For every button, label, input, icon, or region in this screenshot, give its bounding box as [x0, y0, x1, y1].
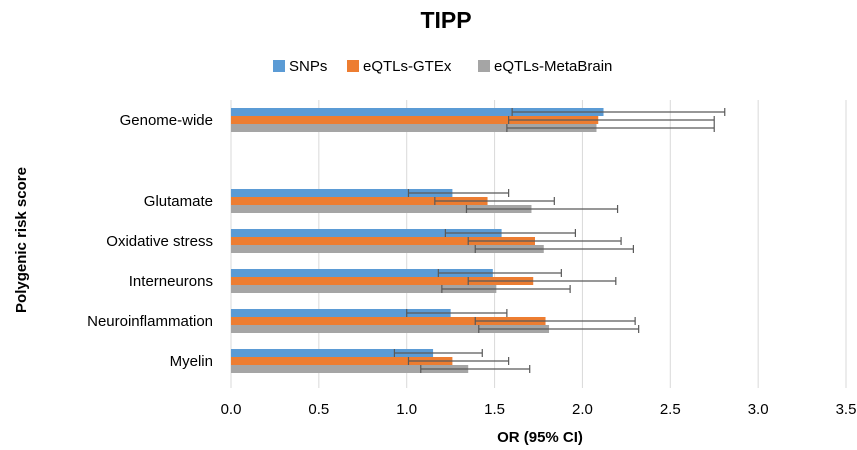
bar-eqtls-gtex-neuroinflammation	[231, 317, 546, 325]
error-bar-snps-genome-wide	[511, 108, 726, 116]
bar-eqtls-metabrain-interneurons	[231, 285, 497, 293]
bar-eqtls-metabrain-oxidative-stress	[231, 245, 544, 253]
bar-eqtls-gtex-interneurons	[231, 277, 534, 285]
x-tick-label: 2.5	[660, 401, 681, 418]
legend-label-snps: SNPs	[289, 58, 327, 75]
bar-eqtls-metabrain-glutamate	[231, 205, 532, 213]
bar-eqtls-metabrain-genome-wide	[231, 124, 597, 132]
error-bar-eqtls-metabrain-glutamate	[465, 205, 619, 213]
legend-swatch-snps	[273, 60, 285, 72]
bar-snps-oxidative-stress	[231, 229, 502, 237]
error-bar-eqtls-metabrain-myelin	[420, 365, 531, 373]
error-bar-snps-neuroinflammation	[406, 309, 508, 317]
x-tick-label: 0.0	[221, 401, 242, 418]
bar-eqtls-gtex-glutamate	[231, 197, 488, 205]
bar-eqtls-metabrain-neuroinflammation	[231, 325, 550, 333]
error-bar-snps-interneurons	[437, 269, 562, 277]
category-label-oxidative-stress: Oxidative stress	[106, 233, 213, 250]
error-bar-snps-glutamate	[407, 189, 510, 197]
error-bar-eqtls-gtex-oxidative-stress	[467, 237, 622, 245]
error-bar-snps-myelin	[393, 349, 483, 357]
category-label-genome-wide: Genome-wide	[120, 112, 213, 129]
x-tick-label: 1.0	[396, 401, 417, 418]
bar-eqtls-gtex-genome-wide	[231, 116, 599, 124]
error-bar-eqtls-gtex-neuroinflammation	[474, 317, 636, 325]
bar-snps-interneurons	[231, 269, 493, 277]
x-tick-labels: 0.0 0.5 1.0 1.5 2.0 2.5 3.0 3.5	[221, 401, 857, 418]
bars	[231, 108, 604, 373]
category-label-glutamate: Glutamate	[144, 193, 213, 210]
category-labels: Genome-wide Glutamate Oxidative stress Inte…	[87, 112, 213, 370]
legend-label-eqtls-metabrain: eQTLs-MetaBrain	[494, 58, 612, 75]
error-bar-eqtls-metabrain-interneurons	[441, 285, 571, 293]
legend-swatch-eqtls-gtex	[347, 60, 359, 72]
error-bar-eqtls-gtex-myelin	[407, 357, 510, 365]
error-bar-eqtls-gtex-interneurons	[467, 277, 617, 285]
x-tick-label: 1.5	[484, 401, 505, 418]
x-axis-title: OR (95% CI)	[497, 429, 583, 446]
y-axis-title: Polygenic risk score	[13, 167, 30, 313]
error-bar-eqtls-metabrain-oxidative-stress	[474, 245, 634, 253]
bar-snps-myelin	[231, 349, 434, 357]
bar-eqtls-metabrain-myelin	[231, 365, 469, 373]
error-bars	[393, 108, 726, 373]
x-tick-label: 2.0	[572, 401, 593, 418]
x-tick-label: 3.0	[748, 401, 769, 418]
bar-snps-neuroinflammation	[231, 309, 451, 317]
x-tick-label: 3.5	[836, 401, 857, 418]
error-bar-eqtls-gtex-genome-wide	[508, 116, 715, 124]
bar-snps-genome-wide	[231, 108, 604, 116]
legend-label-eqtls-gtex: eQTLs-GTEx	[363, 58, 452, 75]
error-bar-eqtls-metabrain-genome-wide	[506, 124, 715, 132]
category-label-neuroinflammation: Neuroinflammation	[87, 313, 213, 330]
chart-title: TIPP	[420, 7, 471, 33]
bar-snps-glutamate	[231, 189, 453, 197]
category-label-interneurons: Interneurons	[129, 273, 213, 290]
x-tick-label: 0.5	[308, 401, 329, 418]
legend-swatch-eqtls-metabrain	[478, 60, 490, 72]
category-label-myelin: Myelin	[170, 353, 213, 370]
legend: SNPs eQTLs-GTEx eQTLs-MetaBrain	[273, 58, 612, 75]
bar-eqtls-gtex-myelin	[231, 357, 453, 365]
error-bar-eqtls-gtex-glutamate	[434, 197, 555, 205]
bar-eqtls-gtex-oxidative-stress	[231, 237, 535, 245]
error-bar-snps-oxidative-stress	[444, 229, 577, 237]
error-bar-eqtls-metabrain-neuroinflammation	[478, 325, 640, 333]
